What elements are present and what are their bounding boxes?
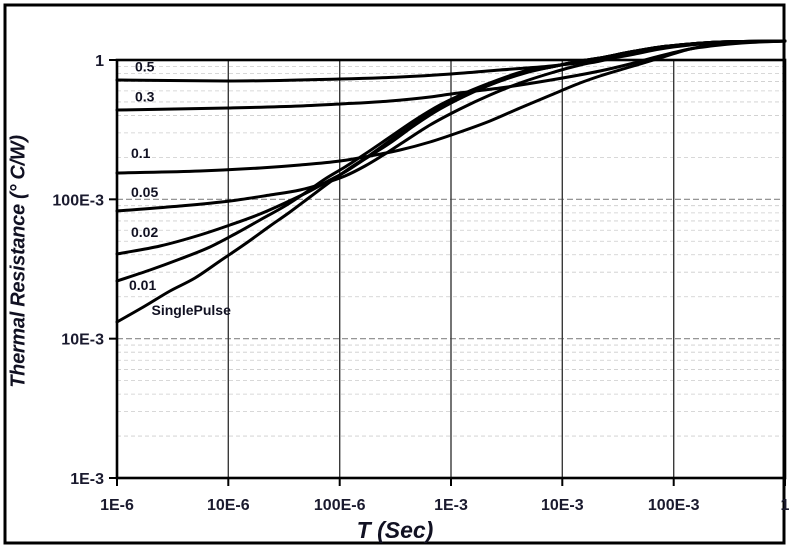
svg-text:1: 1: [95, 53, 104, 70]
svg-text:10E-3: 10E-3: [541, 497, 584, 514]
svg-text:100E-3: 100E-3: [52, 192, 104, 209]
svg-text:10E-3: 10E-3: [61, 332, 104, 349]
svg-text:100E-6: 100E-6: [314, 497, 366, 514]
svg-text:0.3: 0.3: [135, 89, 155, 105]
svg-text:0.1: 0.1: [131, 145, 151, 161]
svg-text:0.01: 0.01: [129, 277, 156, 293]
svg-text:0.5: 0.5: [135, 59, 155, 75]
svg-text:100E-3: 100E-3: [648, 497, 700, 514]
svg-text:0.02: 0.02: [131, 224, 158, 240]
svg-text:10E-6: 10E-6: [207, 497, 250, 514]
svg-text:SinglePulse: SinglePulse: [152, 302, 232, 318]
svg-text:0.05: 0.05: [131, 184, 158, 200]
svg-text:1E-6: 1E-6: [100, 497, 134, 514]
svg-text:1E-3: 1E-3: [434, 497, 468, 514]
svg-text:1: 1: [781, 497, 790, 514]
svg-text:1E-3: 1E-3: [70, 471, 104, 488]
